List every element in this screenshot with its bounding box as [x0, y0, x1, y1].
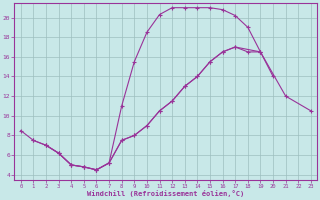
- X-axis label: Windchill (Refroidissement éolien,°C): Windchill (Refroidissement éolien,°C): [87, 190, 244, 197]
